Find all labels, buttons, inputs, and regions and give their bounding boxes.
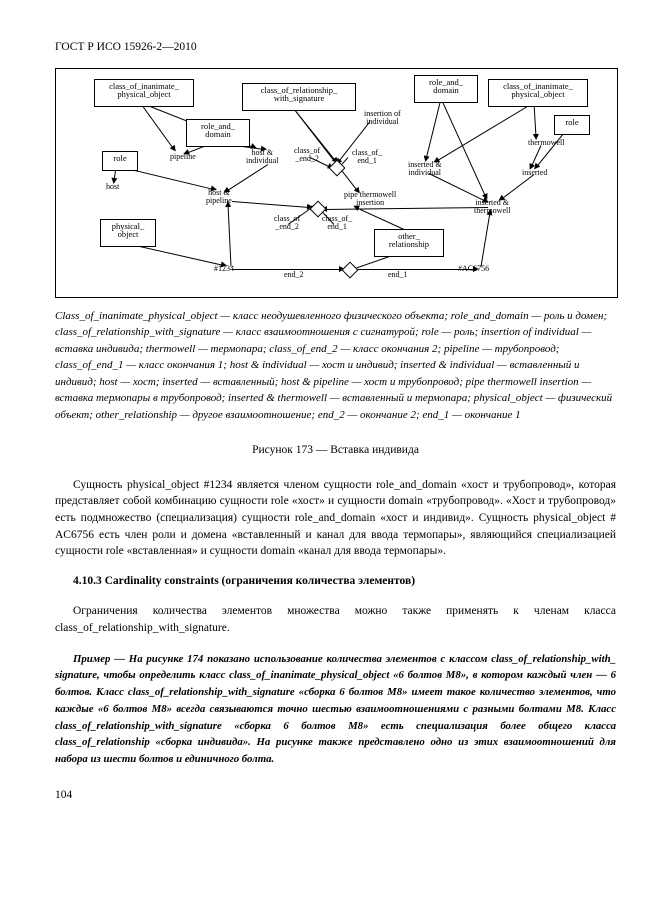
document-header: ГОСТ Р ИСО 15926-2—2010	[55, 40, 616, 56]
diagram-edge	[356, 207, 404, 230]
diagram-label: class_of_ end_1	[352, 149, 382, 166]
diagram-label: inserted & thermowell	[474, 199, 510, 216]
paragraph-2: Ограничения количества элементов множест…	[55, 603, 616, 636]
diagram-diamond	[342, 261, 359, 278]
diagram-label: inserted	[522, 169, 547, 177]
diagram-node-role2: role	[554, 115, 590, 135]
diagram-label: insertion of individual	[364, 110, 401, 127]
diagram-edge	[226, 164, 269, 192]
paragraph-1: Сущность physical_object #1234 является …	[55, 477, 616, 560]
diagram-label: class_of _end_2	[274, 215, 300, 232]
diagram-label: thermowell	[528, 139, 564, 147]
diagram-figure: class_of_inanimate_ physical_objectclass…	[55, 68, 618, 298]
example-paragraph: Пример — На рисунке 174 показано использ…	[55, 651, 616, 768]
diagram-node-crws: class_of_relationship_ with_signature	[242, 83, 356, 111]
diagram-label: #1234	[214, 265, 234, 273]
diagram-label: end_1	[388, 271, 408, 279]
diagram-node-rad2: role_and_ domain	[186, 119, 250, 147]
diagram-label: host & individual	[246, 149, 278, 166]
diagram-edge	[536, 130, 567, 168]
page: ГОСТ Р ИСО 15926-2—2010 class_of_inanima…	[0, 0, 661, 833]
diagram-node-role1: role	[102, 151, 138, 171]
example-lead: Пример —	[73, 653, 125, 665]
section-heading: 4.10.3 Cardinality constraints (ограниче…	[55, 574, 616, 590]
diagram-edge	[534, 102, 537, 137]
example-body: На рисунке 174 показано использование ко…	[55, 653, 616, 765]
diagram-node-ciop2: class_of_inanimate_ physical_object	[488, 79, 588, 107]
diagram-node-phys: physical_ object	[100, 219, 156, 247]
diagram-label: class_of _end_2	[294, 147, 320, 164]
diagram-node-other: other_ relationship	[374, 229, 444, 257]
diagram-label: host	[106, 183, 119, 191]
diagram-edge	[501, 174, 535, 200]
figure-caption: Рисунок 173 — Вставка индивида	[55, 443, 616, 459]
diagram-label: #AC6756	[458, 265, 489, 273]
diagram-label: host & pipeline	[206, 189, 232, 206]
diagram-edge	[426, 98, 442, 159]
diagram-label: class_of_ end_1	[322, 215, 352, 232]
figure-legend: Class_of_inanimate_physical_object — кла…	[55, 308, 616, 424]
diagram-label: end_2	[284, 271, 304, 279]
diagram-edge	[436, 102, 535, 162]
diagram-label: pipeline	[170, 153, 196, 161]
diagram-edge	[481, 212, 491, 266]
diagram-edge	[228, 204, 232, 266]
diagram-edge	[232, 201, 310, 208]
diagram-label: pipe thermowell insertion	[344, 191, 396, 208]
page-number: 104	[55, 788, 616, 804]
diagram-node-rad1: role_and_ domain	[414, 75, 478, 103]
diagram-label: inserted & individual	[408, 161, 442, 178]
diagram-node-ciop1: class_of_inanimate_ physical_object	[94, 79, 194, 107]
